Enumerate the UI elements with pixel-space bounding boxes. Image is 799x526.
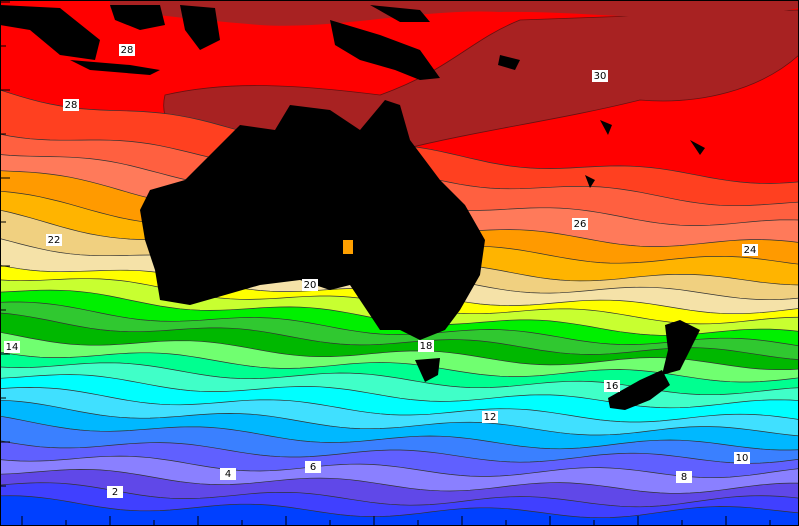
lake: [343, 240, 353, 254]
contour-label: 20: [304, 280, 317, 291]
contour-label: 30: [594, 71, 607, 82]
contour-line: [0, 415, 799, 451]
label-background: [4, 341, 20, 353]
contour-line: [0, 455, 799, 479]
contour-label: 8: [681, 472, 687, 483]
contour-label: 6: [310, 462, 316, 473]
islands: [370, 5, 430, 22]
temperature-band: [0, 495, 799, 526]
contour-label: 22: [48, 235, 61, 246]
sulawesi: [180, 5, 220, 50]
label-background: [592, 70, 608, 82]
contour-label: 26: [574, 219, 587, 230]
contour-line: [0, 362, 799, 396]
new-guinea: [330, 20, 440, 80]
warm-pool-top: [110, 0, 799, 26]
contour-line: [0, 440, 799, 464]
label-background: [119, 44, 135, 56]
contour-label: 18: [420, 341, 433, 352]
contour-line: [0, 312, 799, 360]
label-background: [604, 380, 620, 392]
label-background: [418, 340, 434, 352]
java: [70, 60, 160, 75]
label-background: [305, 461, 321, 473]
contour-label: 4: [225, 469, 231, 480]
tasmania: [415, 358, 440, 382]
contour-label: 14: [6, 342, 19, 353]
contour-line: [0, 469, 799, 494]
label-background: [676, 471, 692, 483]
nz-south-island: [608, 370, 670, 410]
label-background: [46, 234, 62, 246]
contour-line: [0, 374, 799, 409]
contour-line: [0, 495, 799, 519]
borneo: [110, 5, 165, 30]
label-background: [107, 486, 123, 498]
islands: [498, 55, 520, 70]
land: [0, 5, 705, 410]
contour-labels: 28 28 30 26 24 22 20 18 16 14 12 10 8 6 4 2: [4, 44, 758, 498]
temperature-bands: [0, 89, 799, 526]
contour-label: 28: [121, 45, 134, 56]
contour-label: 2: [112, 487, 118, 498]
label-background: [742, 244, 758, 256]
label-background: [302, 279, 318, 291]
contour-line: [0, 482, 799, 508]
contour-line: [0, 387, 799, 423]
contour-label: 12: [484, 412, 497, 423]
contour-label: 16: [606, 381, 619, 392]
nz-north-island: [662, 320, 700, 375]
label-background: [734, 452, 750, 464]
label-background: [220, 468, 236, 480]
contour-label: 10: [736, 453, 749, 464]
contour-line: [0, 301, 799, 347]
sumatra: [0, 5, 100, 60]
contour-label: 24: [744, 245, 757, 256]
label-background: [482, 411, 498, 423]
label-background: [63, 99, 79, 111]
australia: [140, 100, 485, 340]
contour-line: [0, 399, 799, 437]
contour-label: 28: [65, 100, 78, 111]
label-background: [572, 218, 588, 230]
